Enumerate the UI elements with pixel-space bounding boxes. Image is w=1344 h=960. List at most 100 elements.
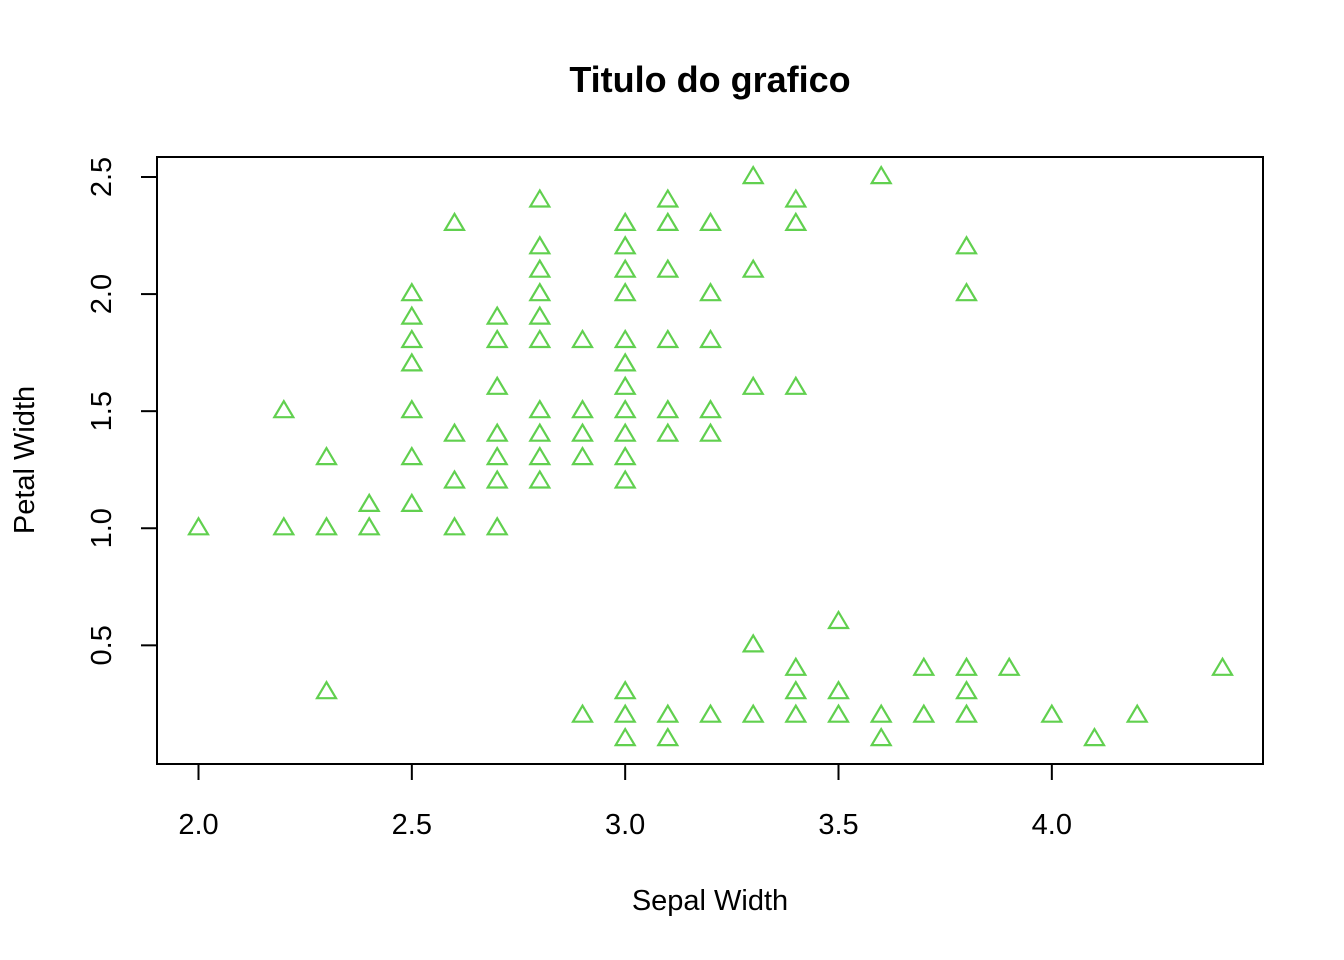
data-point bbox=[741, 164, 765, 185]
data-point bbox=[784, 703, 808, 723]
data-point bbox=[613, 282, 637, 302]
data-point bbox=[1125, 703, 1149, 723]
data-point bbox=[869, 703, 893, 723]
data-point bbox=[955, 282, 978, 302]
data-point bbox=[955, 235, 978, 255]
data-point bbox=[699, 703, 722, 723]
data-point bbox=[955, 680, 978, 700]
data-point bbox=[400, 305, 424, 325]
data-point bbox=[571, 399, 594, 419]
x-tick-label: 3.5 bbox=[818, 809, 858, 841]
data-point bbox=[272, 399, 296, 419]
data-point bbox=[784, 375, 808, 395]
y-tick-label: 2.5 bbox=[86, 157, 118, 197]
data-point bbox=[443, 422, 466, 442]
data-point bbox=[656, 328, 680, 349]
data-point bbox=[485, 422, 509, 442]
data-point bbox=[485, 516, 509, 536]
data-point bbox=[613, 352, 637, 372]
data-point bbox=[443, 516, 466, 536]
data-point bbox=[741, 375, 765, 395]
data-point bbox=[528, 235, 552, 255]
data-point bbox=[699, 422, 722, 442]
x-axis: 2.0 2.5 3.0 3.5 4.0 bbox=[178, 764, 1072, 841]
data-point bbox=[656, 399, 680, 419]
data-point bbox=[357, 492, 381, 512]
x-tick-label: 2.0 bbox=[178, 809, 218, 841]
data-point bbox=[400, 352, 424, 372]
data-point bbox=[827, 703, 850, 723]
x-axis-label: Sepal Width bbox=[632, 885, 788, 917]
data-point bbox=[571, 328, 594, 349]
data-point bbox=[272, 516, 296, 536]
data-point bbox=[869, 164, 893, 185]
data-point bbox=[784, 211, 808, 231]
data-point bbox=[827, 609, 850, 630]
data-point bbox=[528, 305, 552, 325]
data-point bbox=[485, 375, 509, 395]
data-point bbox=[741, 633, 765, 653]
y-axis: 0.5 1.0 1.5 2.0 2.5 bbox=[86, 157, 157, 665]
data-point bbox=[613, 703, 637, 723]
data-point bbox=[613, 445, 637, 466]
data-point bbox=[485, 469, 509, 489]
data-point bbox=[699, 399, 722, 419]
data-point bbox=[400, 445, 424, 466]
data-point bbox=[187, 516, 210, 536]
plot-frame bbox=[156, 156, 1264, 765]
data-point bbox=[443, 469, 466, 489]
data-point bbox=[613, 235, 637, 255]
data-point bbox=[912, 703, 936, 723]
data-point bbox=[443, 211, 466, 231]
data-point bbox=[613, 375, 637, 395]
data-point bbox=[528, 445, 552, 466]
data-point bbox=[400, 399, 424, 419]
data-point bbox=[315, 680, 338, 700]
data-point bbox=[1040, 703, 1064, 723]
data-point bbox=[528, 399, 552, 419]
data-point bbox=[1211, 656, 1234, 676]
data-point bbox=[827, 680, 850, 700]
data-point bbox=[656, 703, 680, 723]
data-point bbox=[869, 726, 893, 747]
y-tick-label: 0.5 bbox=[86, 625, 118, 665]
x-tick-label: 2.5 bbox=[392, 809, 432, 841]
data-point bbox=[656, 188, 680, 208]
data-point bbox=[613, 680, 637, 700]
data-point bbox=[699, 211, 722, 231]
data-point bbox=[613, 726, 637, 747]
data-point bbox=[400, 328, 424, 349]
data-point bbox=[784, 656, 808, 676]
data-points bbox=[187, 164, 1234, 747]
data-point bbox=[400, 282, 424, 302]
data-point bbox=[955, 656, 978, 676]
data-point bbox=[699, 328, 722, 349]
data-point bbox=[357, 516, 381, 536]
data-point bbox=[528, 422, 552, 442]
y-axis-label: Petal Width bbox=[9, 386, 41, 534]
data-point bbox=[571, 703, 594, 723]
data-point bbox=[485, 328, 509, 349]
data-point bbox=[571, 445, 594, 466]
data-point bbox=[400, 492, 424, 512]
data-point bbox=[485, 445, 509, 466]
data-point bbox=[613, 328, 637, 349]
data-point bbox=[912, 656, 936, 676]
data-point bbox=[997, 656, 1021, 676]
data-point bbox=[613, 399, 637, 419]
data-point bbox=[613, 422, 637, 442]
x-tick-label: 4.0 bbox=[1032, 809, 1072, 841]
data-point bbox=[699, 282, 722, 302]
data-point bbox=[656, 211, 680, 231]
data-point bbox=[784, 188, 808, 208]
data-point bbox=[528, 282, 552, 302]
data-point bbox=[528, 258, 552, 278]
data-point bbox=[955, 703, 978, 723]
data-point bbox=[315, 516, 338, 536]
data-point bbox=[656, 258, 680, 278]
data-point bbox=[528, 328, 552, 349]
data-point bbox=[741, 258, 765, 278]
data-point bbox=[613, 258, 637, 278]
